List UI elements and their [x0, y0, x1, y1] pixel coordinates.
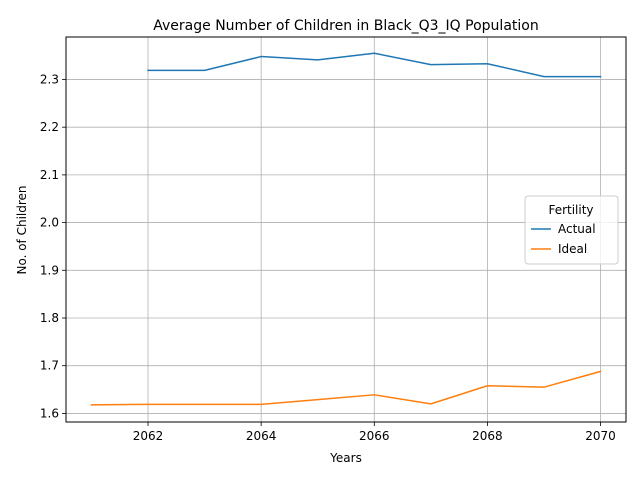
legend-title: Fertility [548, 203, 593, 217]
chart-title: Average Number of Children in Black_Q3_I… [153, 18, 538, 34]
x-tick-label: 2062 [133, 429, 164, 443]
y-tick-label: 1.9 [40, 263, 59, 277]
series-line-actual [147, 52, 602, 78]
legend-box [524, 195, 619, 265]
legend-label-actual: Actual [558, 222, 596, 236]
y-tick-label: 2.1 [40, 168, 59, 182]
x-tick-label: 2070 [585, 429, 616, 443]
x-axis-label: Years [329, 451, 362, 465]
x-axis-ticks: 2062 2064 2066 2068 2070 [133, 422, 616, 443]
y-tick-label: 2.3 [40, 72, 59, 86]
series-line-ideal [90, 370, 602, 406]
y-axis-label: No. of Children [15, 185, 29, 274]
y-tick-label: 2.2 [40, 120, 59, 134]
y-tick-label: 1.7 [40, 359, 59, 373]
y-axis-ticks: 1.6 1.7 1.8 1.9 2.0 2.1 2.2 2.3 [40, 72, 66, 420]
x-tick-label: 2064 [246, 429, 277, 443]
y-tick-label: 1.8 [40, 311, 59, 325]
y-tick-label: 2.0 [40, 216, 59, 230]
legend-label-ideal: Ideal [558, 242, 587, 256]
x-tick-label: 2066 [359, 429, 390, 443]
x-tick-label: 2068 [472, 429, 503, 443]
legend: Fertility Actual Ideal [524, 195, 619, 265]
y-tick-label: 1.6 [40, 406, 59, 420]
series-layer [90, 52, 602, 406]
plot-area-frame [65, 36, 627, 423]
